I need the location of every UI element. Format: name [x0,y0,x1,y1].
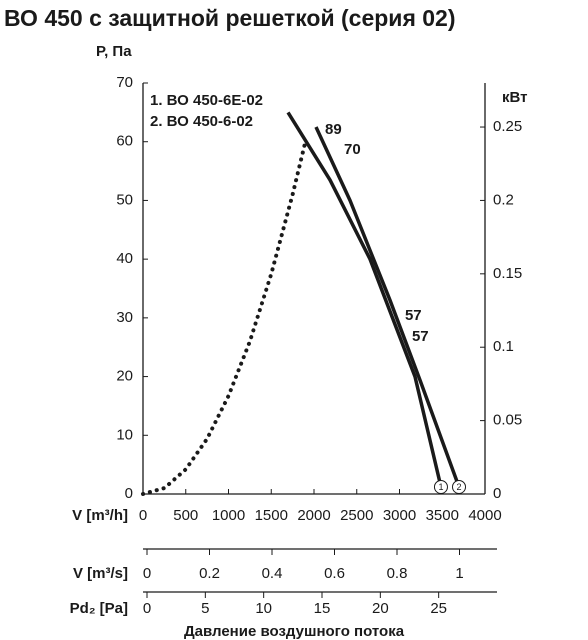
extra-axis-tick-label: 0 [143,600,151,617]
y2-axis-label: кВт [502,89,528,106]
y2-tick-label: 0.25 [493,118,522,135]
y2-tick-label: 0 [493,485,501,502]
extra-axis-tick-label: 0.2 [199,565,220,582]
x-tick-label: 500 [173,507,198,524]
curve-end-label: 2 [457,482,462,492]
x-axis-label: V [m³/h] [72,507,128,524]
y-tick-label: 60 [116,133,133,150]
extra-axis-tick-label: 0 [143,565,151,582]
x-tick-label: 0 [139,507,147,524]
y-tick-label: 50 [116,191,133,208]
dotted-curve [141,139,308,496]
extra-axis-tick-label: 0.8 [387,565,408,582]
extra-axis-tick-label: 25 [430,600,447,617]
extra-axis-tick-label: 10 [255,600,272,617]
extra-axis-label: V [m³/s] [73,565,128,582]
x-tick-label: 1500 [255,507,288,524]
curve-end-marker [433,479,448,494]
extra-axis-label: Pd₂ [Pa] [70,600,128,617]
annotation: 57 [412,328,429,345]
curve-end-label: 1 [438,482,443,492]
extra-axis-tick-label: 15 [314,600,331,617]
extra-axis-tick-label: 0.4 [262,565,283,582]
y2-tick-label: 0.2 [493,191,514,208]
chart-title: ВО 450 с защитной решеткой (серия 02) [4,5,456,31]
extra-axis-tick-label: 1 [455,565,463,582]
y-tick-label: 70 [116,74,133,91]
curve-end-marker [452,479,467,494]
y-tick-label: 40 [116,250,133,267]
y-tick-label: 20 [116,368,133,385]
y-tick-label: 10 [116,426,133,443]
extra-axis-tick-label: 20 [372,600,389,617]
y2-tick-label: 0.05 [493,412,522,429]
x-tick-label: 2500 [340,507,373,524]
x-tick-label: 2000 [297,507,330,524]
fan-curve [286,111,443,488]
y-axis-label: P, Па [96,43,132,60]
caption: Давление воздушного потока [184,623,405,640]
extra-axis-tick-label: 5 [201,600,209,617]
x-tick-label: 4000 [468,507,501,524]
legend-entry: 1. ВО 450-6Е-02 [150,92,263,109]
x-tick-label: 3000 [383,507,416,524]
y2-tick-label: 0.1 [493,338,514,355]
fan-curve [314,126,461,488]
annotation: 57 [405,307,422,324]
y-tick-label: 0 [125,485,133,502]
legend-entry: 2. ВО 450-6-02 [150,113,253,130]
extra-axis-tick-label: 0.6 [324,565,345,582]
y-tick-label: 30 [116,309,133,326]
annotation: 70 [344,141,361,158]
x-tick-label: 1000 [212,507,245,524]
y2-tick-label: 0.15 [493,265,522,282]
x-tick-label: 3500 [426,507,459,524]
annotation: 89 [325,121,342,138]
